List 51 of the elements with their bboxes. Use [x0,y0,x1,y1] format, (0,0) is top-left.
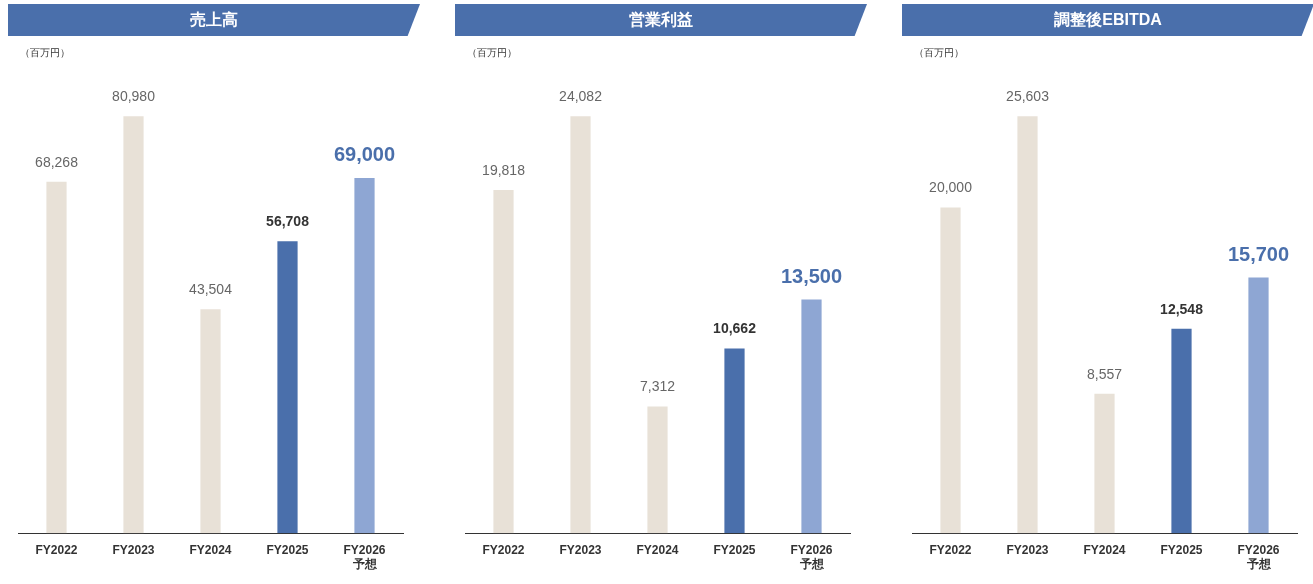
x-tick-label: FY2024 [636,542,679,557]
x-tick-label: FY2022 [35,542,78,557]
bar [801,299,822,534]
bar [1248,277,1269,534]
y-axis-title: （百万円） [467,46,517,60]
data-label: 20,000 [929,179,973,196]
bar [200,309,221,534]
chart-title: 調整後EBITDA [902,4,1313,36]
data-label: 56,708 [266,213,310,230]
bar [277,241,298,534]
data-label: 19,818 [482,161,526,178]
chart-title: 売上高 [8,4,420,36]
x-tick-label: FY2025 [713,542,756,557]
bar [46,181,67,534]
data-label: 15,700 [1227,243,1290,266]
bar [493,190,514,534]
bar [570,116,591,534]
x-tick-label: FY2023 [112,542,155,557]
x-tick-label: FY2025 [1160,542,1203,557]
x-tick-label: FY2026 予想 [790,542,833,572]
x-tick-label: FY2022 [929,542,972,557]
x-tick-label: FY2023 [1006,542,1049,557]
bar [647,406,668,534]
x-tick-label: FY2026 予想 [343,542,386,572]
bar [1171,328,1192,534]
bar [940,207,961,534]
x-tick-label: FY2023 [559,542,602,557]
bar [354,177,375,534]
x-tick-label: FY2024 [189,542,232,557]
data-label: 13,500 [780,264,843,287]
x-tick-label: FY2024 [1083,542,1126,557]
bar [1094,393,1115,534]
y-axis-title: （百万円） [20,46,70,60]
bar [1017,116,1038,534]
data-label: 25,603 [1006,88,1050,105]
data-label: 43,504 [189,281,233,298]
x-tick-label: FY2022 [482,542,525,557]
data-label: 10,662 [713,320,757,337]
x-tick-label: FY2025 [266,542,309,557]
chart-title: 営業利益 [455,4,867,36]
y-axis-title: （百万円） [914,46,964,60]
data-label: 24,082 [559,88,603,105]
data-label: 12,548 [1160,300,1204,317]
data-label: 69,000 [333,143,396,166]
bar [123,116,144,534]
x-tick-label: FY2026 予想 [1237,542,1280,572]
data-label: 80,980 [112,88,156,105]
bar [724,348,745,534]
data-label: 8,557 [1086,365,1123,382]
data-label: 68,268 [35,153,79,170]
data-label: 7,312 [639,378,676,395]
